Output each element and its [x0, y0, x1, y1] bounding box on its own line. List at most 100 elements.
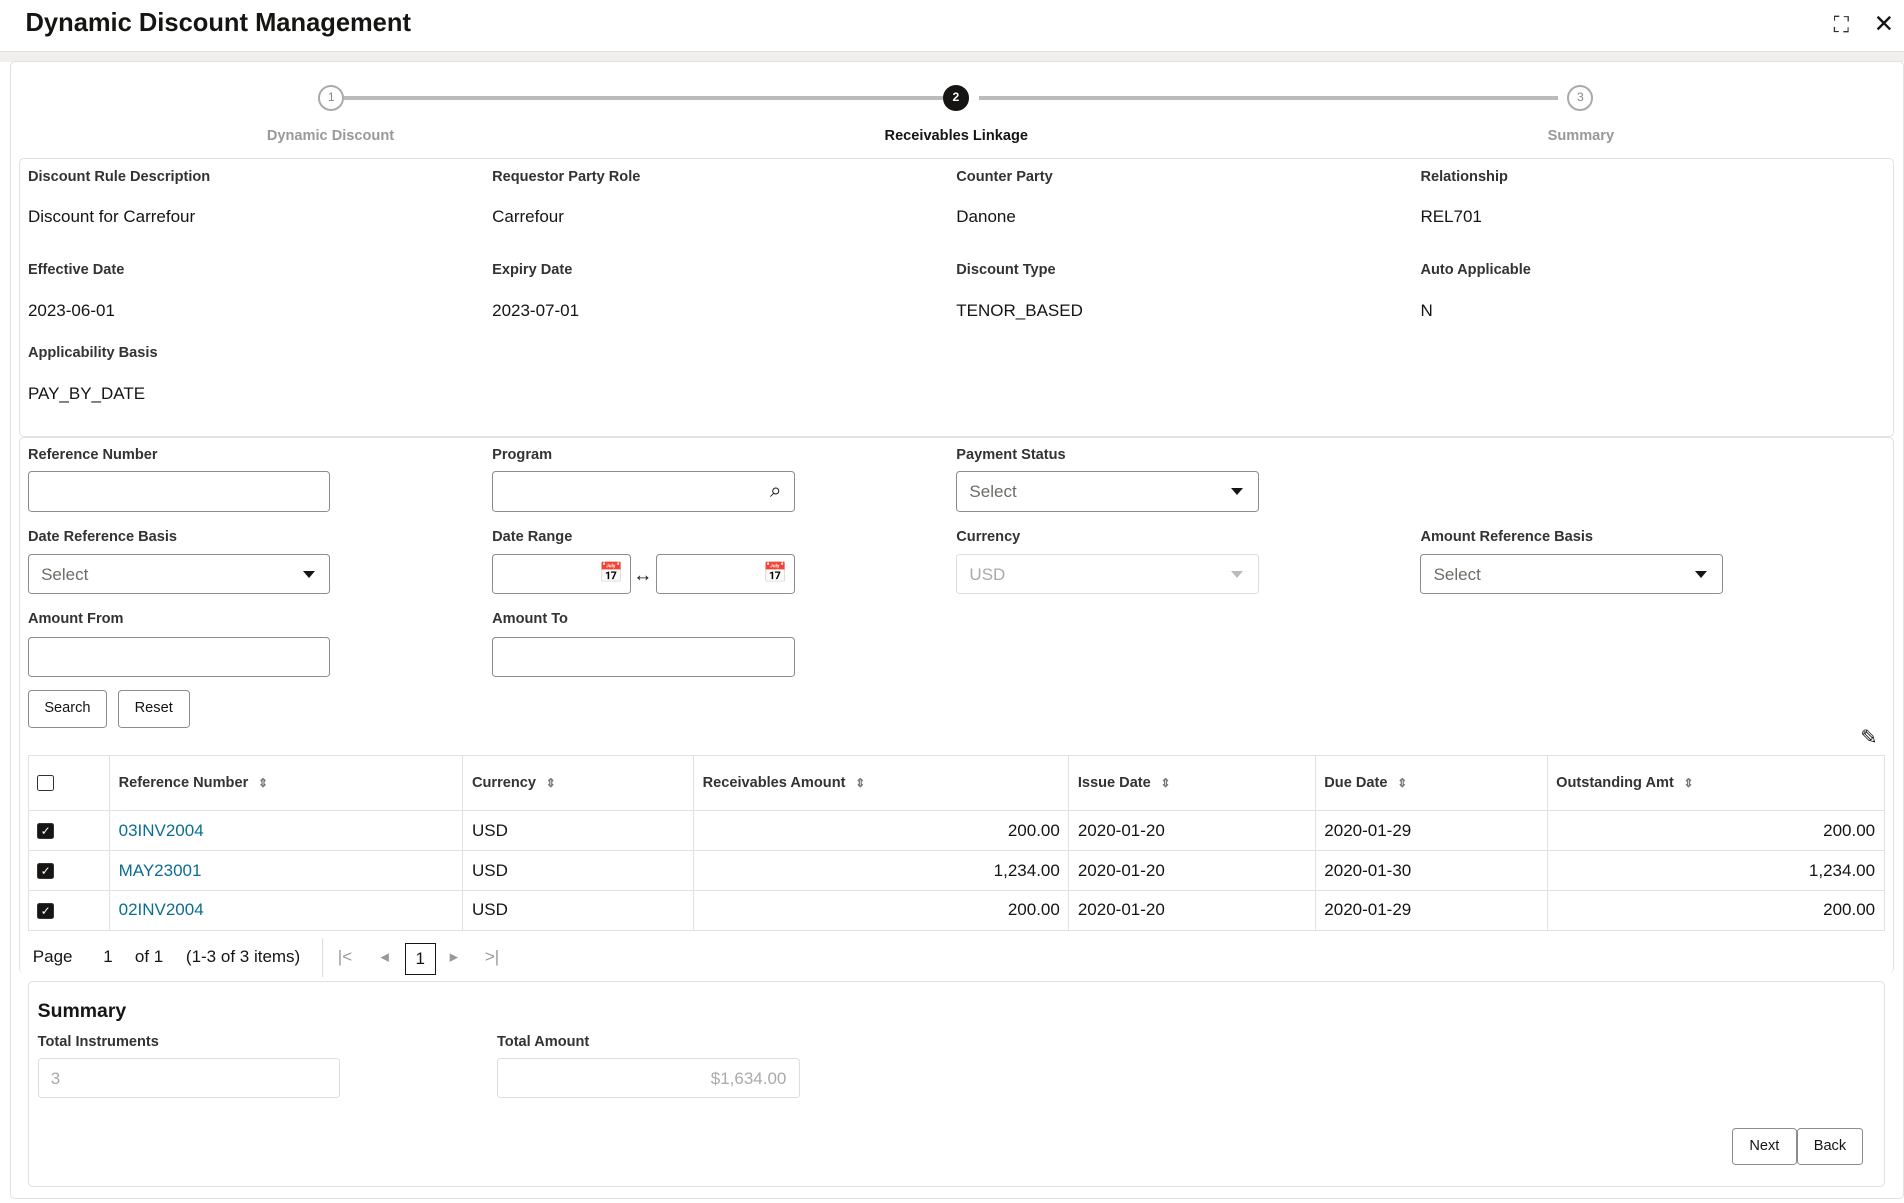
sort-icon[interactable]: ⇕ — [545, 775, 556, 790]
detail-label: Expiry Date — [492, 262, 573, 279]
cell-reference: 02INV2004 — [109, 889, 464, 931]
col-label: Outstanding Amt — [1556, 774, 1674, 791]
col-currency[interactable]: Currency ⇕ — [462, 754, 695, 812]
col-due-date[interactable]: Due Date ⇕ — [1314, 754, 1548, 812]
col-label: Receivables Amount — [702, 774, 846, 791]
sort-icon[interactable]: ⇕ — [855, 775, 866, 790]
col-outstanding-amt[interactable]: Outstanding Amt ⇕ — [1546, 754, 1885, 812]
cell-currency: USD — [462, 850, 695, 891]
col-label: Issue Date — [1077, 774, 1151, 791]
sort-icon[interactable]: ⇕ — [1160, 775, 1171, 790]
page-total: of 1 — [134, 946, 164, 966]
reference-link[interactable]: MAY23001 — [118, 860, 202, 880]
date-from-input[interactable]: 📅 — [492, 554, 631, 595]
reference-number-label: Reference Number — [27, 447, 158, 464]
search-button[interactable]: Search — [27, 690, 107, 728]
date-to-input[interactable]: 📅 — [656, 554, 795, 595]
cell-currency: USD — [462, 810, 695, 852]
currency-select[interactable]: USD — [956, 554, 1259, 595]
filters-panel — [19, 437, 1894, 974]
total-instruments-field: 3 — [37, 1058, 341, 1099]
edit-columns-icon[interactable]: ✎ — [1860, 726, 1878, 750]
chevron-down-icon — [1231, 570, 1244, 578]
table-header-row: Reference Number ⇕ Currency ⇕ Receivables … — [27, 754, 1885, 812]
date-range-label: Date Range — [492, 528, 573, 545]
step-connector — [979, 95, 1558, 100]
total-amount-label: Total Amount — [496, 1034, 590, 1051]
close-icon[interactable]: ✕ — [1873, 10, 1895, 38]
row-checkbox[interactable]: ✓ — [37, 822, 55, 840]
divider — [322, 938, 324, 977]
col-label: Currency — [471, 774, 536, 791]
cell-amount: 1,234.00 — [693, 850, 1070, 891]
prev-page-icon[interactable]: ◂ — [380, 946, 389, 966]
detail-label: Auto Applicable — [1420, 262, 1531, 279]
cell-reference: MAY23001 — [109, 850, 464, 891]
row-checkbox[interactable]: ✓ — [37, 902, 55, 920]
total-instruments-label: Total Instruments — [37, 1034, 159, 1051]
range-arrow-icon: ↔ — [633, 563, 653, 586]
program-label: Program — [492, 447, 553, 464]
reset-button[interactable]: Reset — [117, 690, 190, 728]
cell-amount: 200.00 — [693, 810, 1070, 852]
date-reference-basis-select[interactable]: Select — [27, 554, 331, 595]
next-button[interactable]: Next — [1731, 1127, 1798, 1166]
search-icon[interactable]: ⌕ — [769, 478, 782, 502]
date-reference-basis-value: Select — [41, 564, 89, 584]
detail-value: TENOR_BASED — [956, 301, 1083, 321]
step-2[interactable]: 2 — [942, 85, 969, 111]
calendar-icon[interactable]: 📅 — [599, 562, 624, 585]
detail-value: PAY_BY_DATE — [27, 383, 146, 403]
back-button[interactable]: Back — [1797, 1127, 1863, 1166]
reference-link[interactable]: 02INV2004 — [118, 900, 204, 920]
restore-icon[interactable]: ⛶ — [1833, 12, 1849, 38]
detail-label: Discount Type — [956, 262, 1056, 279]
amount-from-input[interactable] — [27, 636, 331, 677]
col-issue-date[interactable]: Issue Date ⇕ — [1068, 754, 1316, 812]
col-reference-number[interactable]: Reference Number ⇕ — [109, 754, 464, 812]
payment-status-value: Select — [969, 482, 1017, 502]
select-all-cell — [27, 754, 111, 812]
table-row[interactable]: ✓ 03INV2004 USD 200.00 2020-01-20 2020-01-29 2… — [27, 810, 1885, 852]
details-panel — [19, 157, 1894, 437]
receivables-table: Reference Number ⇕ Currency ⇕ Receivables … — [27, 754, 1885, 931]
cell-currency: USD — [462, 889, 695, 931]
table-row[interactable]: ✓ MAY23001 USD 1,234.00 2020-01-20 2020-01-30… — [27, 850, 1885, 891]
detail-value: 2023-06-01 — [27, 301, 115, 321]
first-page-icon[interactable]: |< — [337, 946, 353, 966]
col-label: Due Date — [1324, 774, 1388, 791]
calendar-icon[interactable]: 📅 — [763, 562, 788, 585]
row-checkbox[interactable]: ✓ — [37, 862, 55, 880]
next-page-icon[interactable]: ▸ — [449, 946, 459, 966]
page-input[interactable]: 1 — [103, 946, 113, 966]
table-row[interactable]: ✓ 02INV2004 USD 200.00 2020-01-20 2020-01-29 2… — [27, 889, 1885, 931]
step-1[interactable]: 1 — [318, 85, 345, 111]
amount-reference-basis-value: Select — [1433, 564, 1481, 584]
sort-icon[interactable]: ⇕ — [257, 775, 269, 790]
detail-value: 2023-07-01 — [492, 301, 580, 321]
cell-reference: 03INV2004 — [109, 810, 464, 852]
currency-label: Currency — [956, 528, 1021, 545]
last-page-icon[interactable]: >| — [484, 946, 500, 966]
program-input[interactable]: ⌕ — [492, 471, 795, 512]
reference-number-input[interactable] — [27, 471, 331, 512]
sort-icon[interactable]: ⇕ — [1683, 775, 1694, 790]
summary-title: Summary — [37, 1000, 127, 1023]
detail-value: Carrefour — [492, 206, 564, 226]
amount-reference-basis-select[interactable]: Select — [1420, 554, 1723, 595]
page-button-1[interactable]: 1 — [404, 942, 436, 976]
row-select-cell: ✓ — [27, 810, 111, 852]
step-label: Summary — [1547, 127, 1615, 144]
amount-to-input[interactable] — [492, 636, 795, 677]
select-all-checkbox[interactable] — [37, 774, 55, 792]
payment-status-select[interactable]: Select — [956, 471, 1259, 512]
step-3[interactable]: 3 — [1567, 85, 1594, 111]
detail-value: Discount for Carrefour — [27, 206, 196, 226]
amount-to-label: Amount To — [492, 611, 568, 628]
sort-icon[interactable]: ⇕ — [1397, 775, 1408, 790]
detail-label: Discount Rule Description — [27, 168, 211, 185]
row-select-cell: ✓ — [27, 850, 111, 891]
detail-label: Applicability Basis — [27, 345, 158, 362]
reference-link[interactable]: 03INV2004 — [118, 820, 204, 840]
col-receivables-amount[interactable]: Receivables Amount ⇕ — [693, 754, 1070, 812]
